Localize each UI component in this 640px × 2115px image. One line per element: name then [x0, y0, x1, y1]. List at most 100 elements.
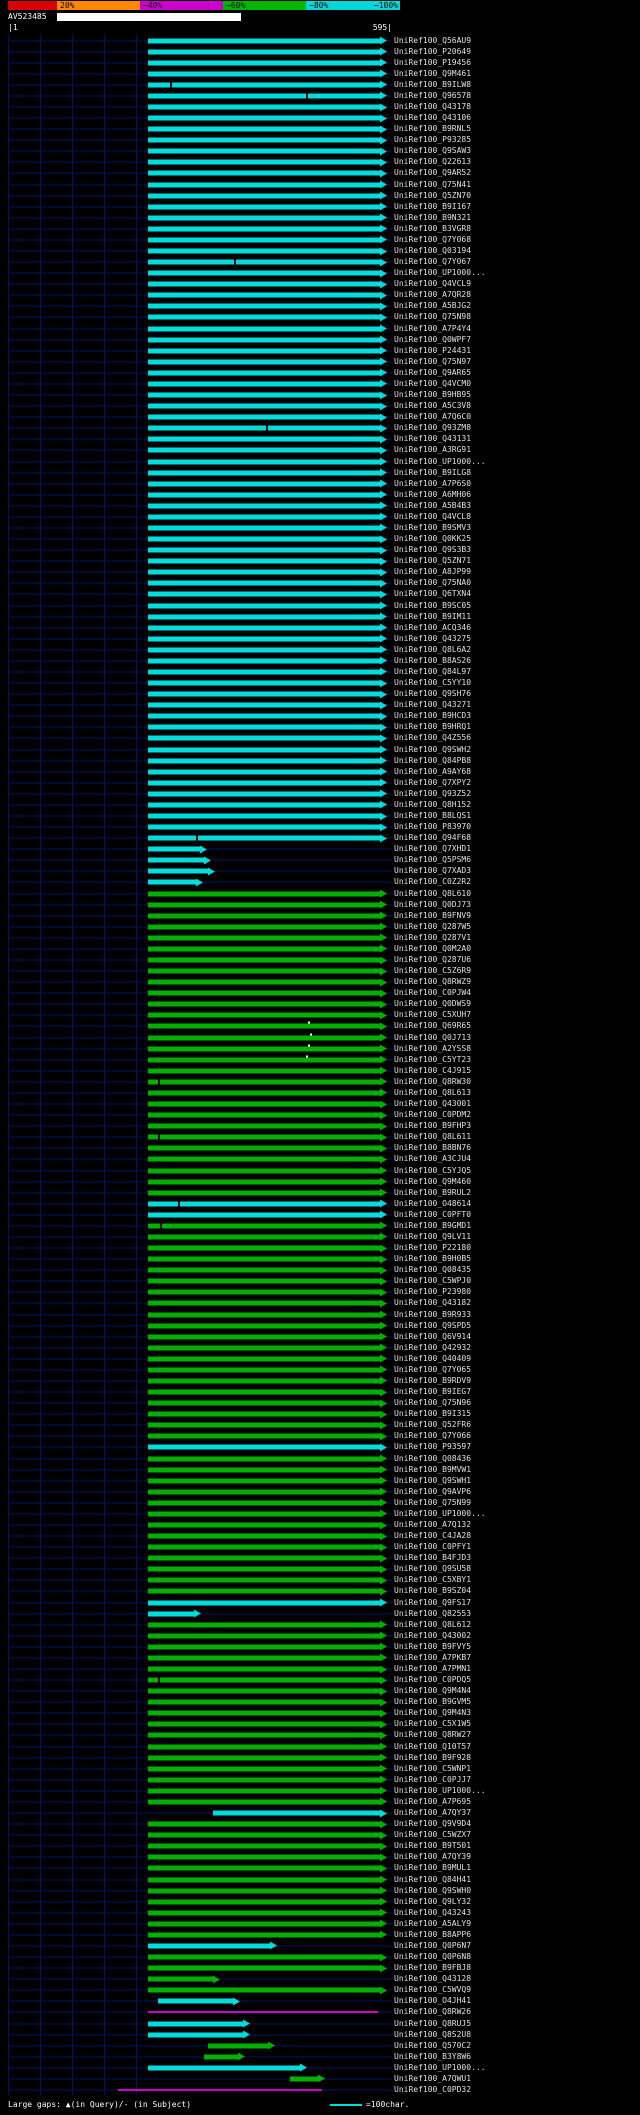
hit-bar[interactable] — [148, 1012, 380, 1018]
hit-label[interactable]: UniRef100_B9N321 — [394, 212, 472, 222]
hit-label[interactable]: UniRef100_Q56AU9 — [394, 35, 472, 45]
hit-bar[interactable] — [148, 868, 208, 874]
hit-label[interactable]: UniRef100_A7Q6C0 — [394, 412, 472, 422]
hit-label[interactable]: UniRef100_B8AS26 — [394, 655, 472, 665]
hit-label[interactable]: UniRef100_Q9SU58 — [394, 1564, 472, 1574]
hit-label[interactable]: UniRef100_Q7Y068 — [394, 234, 472, 244]
hit-bar[interactable] — [148, 1699, 380, 1705]
hit-bar[interactable] — [148, 337, 380, 343]
hit-bar[interactable] — [148, 1190, 380, 1196]
hit-label[interactable]: UniRef100_C5WNP1 — [394, 1763, 472, 1773]
hit-label[interactable]: UniRef100_Q9SH76 — [394, 689, 472, 699]
hit-bar[interactable] — [148, 204, 380, 210]
hit-label[interactable]: UniRef100_Q4VCL9 — [394, 279, 472, 289]
hit-bar[interactable] — [148, 1588, 380, 1594]
hit-bar[interactable] — [148, 1799, 380, 1805]
hit-bar[interactable] — [148, 1123, 380, 1129]
hit-bar[interactable] — [148, 1987, 380, 1993]
hit-label[interactable]: UniRef100_Q9AVP6 — [394, 1486, 472, 1496]
hit-label[interactable]: UniRef100_Q40409 — [394, 1353, 472, 1363]
hit-bar[interactable] — [148, 1666, 380, 1672]
hit-label[interactable]: UniRef100_Q0WPF7 — [394, 334, 472, 344]
hit-label[interactable]: UniRef100_Q6V914 — [394, 1331, 472, 1341]
hit-label[interactable]: UniRef100_C5WPJ0 — [394, 1276, 472, 1286]
hit-bar[interactable] — [148, 924, 380, 930]
hit-label[interactable]: UniRef100_B9FHP3 — [394, 1121, 472, 1131]
hit-bar[interactable] — [148, 1021, 380, 1029]
hit-bar[interactable] — [148, 1245, 380, 1251]
hit-bar[interactable] — [148, 92, 380, 100]
hit-label[interactable]: UniRef100_Q287U6 — [394, 955, 472, 965]
hit-label[interactable]: UniRef100_Q7Y067 — [394, 257, 472, 267]
hit-bar[interactable] — [148, 1644, 380, 1650]
hit-bar[interactable] — [148, 359, 380, 365]
hit-label[interactable]: UniRef100_Q570C2 — [394, 2040, 472, 2050]
hit-label[interactable]: UniRef100_Q9SWH2 — [394, 744, 472, 754]
hit-label[interactable]: UniRef100_A7Q132 — [394, 1520, 472, 1529]
hit-bar[interactable] — [148, 303, 380, 309]
hit-label[interactable]: UniRef100_Q08436 — [394, 1453, 472, 1463]
hit-bar[interactable] — [148, 691, 380, 697]
hit-label[interactable]: UniRef100_Q7Y066 — [394, 1431, 472, 1441]
hit-label[interactable]: UniRef100_ACQ346 — [394, 622, 472, 632]
hit-bar[interactable] — [148, 1112, 380, 1118]
hit-bar[interactable] — [148, 968, 380, 974]
hit-bar[interactable] — [148, 137, 380, 143]
hit-label[interactable]: UniRef100_Q4Z556 — [394, 733, 472, 743]
hit-bar[interactable] — [148, 813, 380, 819]
hit-bar[interactable] — [148, 126, 380, 132]
hit-bar[interactable] — [148, 1356, 380, 1362]
hit-bar[interactable] — [148, 747, 380, 753]
hit-label[interactable]: UniRef100_C5WZX7 — [394, 1830, 472, 1840]
hit-label[interactable]: UniRef100_B9T501 — [394, 1841, 472, 1851]
hit-label[interactable]: UniRef100_Q84PB8 — [394, 755, 472, 765]
hit-label[interactable]: UniRef100_Q43275 — [394, 633, 472, 643]
hit-bar[interactable] — [148, 1688, 380, 1694]
hit-label[interactable]: UniRef100_Q75N41 — [394, 179, 472, 189]
hit-bar[interactable] — [148, 1500, 380, 1506]
hit-bar[interactable] — [148, 1932, 380, 1938]
hit-bar[interactable] — [148, 492, 380, 498]
hit-bar[interactable] — [148, 248, 380, 254]
hit-bar[interactable] — [148, 935, 380, 941]
hit-label[interactable]: UniRef100_Q6TXN4 — [394, 589, 472, 599]
hit-label[interactable]: UniRef100_Q7XHD1 — [394, 844, 472, 854]
hit-label[interactable]: UniRef100_Q0J713 — [394, 1032, 472, 1042]
hit-label[interactable]: UniRef100_B9RUL2 — [394, 1187, 472, 1197]
hit-bar[interactable] — [148, 414, 380, 420]
hit-label[interactable]: UniRef100_B9FNV9 — [394, 910, 472, 920]
hit-bar[interactable] — [148, 1256, 380, 1262]
hit-label[interactable]: UniRef100_Q4VCM0 — [394, 378, 472, 388]
hit-label[interactable]: UniRef100_Q0DJ73 — [394, 899, 472, 909]
hit-bar[interactable] — [148, 1976, 213, 1982]
hit-label[interactable]: UniRef100_Q75N97 — [394, 356, 472, 366]
hit-bar[interactable] — [290, 2076, 318, 2082]
hit-bar[interactable] — [148, 1910, 380, 1916]
hit-bar[interactable] — [148, 1854, 380, 1860]
hit-label[interactable]: UniRef100_P20649 — [394, 46, 472, 56]
hit-label[interactable]: UniRef100_A7PMN1 — [394, 1664, 472, 1674]
hit-label[interactable]: UniRef100_A7P4Y4 — [394, 323, 472, 333]
hit-bar[interactable] — [148, 1533, 380, 1539]
hit-bar[interactable] — [148, 1921, 380, 1927]
hit-label[interactable]: UniRef100_A2YSS8 — [394, 1043, 472, 1053]
hit-label[interactable]: UniRef100_Q5ZN71 — [394, 556, 472, 566]
hit-label[interactable]: UniRef100_Q84L97 — [394, 666, 472, 676]
hit-label[interactable]: UniRef100_Q4VCL8 — [394, 511, 472, 521]
hit-label[interactable]: UniRef100_Q0KK25 — [394, 534, 472, 544]
hit-bar[interactable] — [148, 1300, 380, 1306]
hit-label[interactable]: UniRef100_B9IEG7 — [394, 1387, 472, 1397]
hit-label[interactable]: UniRef100_A8JP99 — [394, 567, 472, 577]
hit-label[interactable]: UniRef100_B9FVY5 — [394, 1641, 472, 1651]
hit-label[interactable]: UniRef100_Q287V1 — [394, 932, 472, 942]
hit-label[interactable]: UniRef100_Q5PSM6 — [394, 855, 472, 865]
hit-label[interactable]: UniRef100_B9HB95 — [394, 390, 472, 400]
hit-bar[interactable] — [148, 71, 380, 77]
hit-bar[interactable] — [148, 1200, 380, 1208]
hit-label[interactable]: UniRef100_A7P6S0 — [394, 478, 472, 488]
hit-bar[interactable] — [148, 1522, 380, 1528]
hit-bar[interactable] — [148, 580, 380, 586]
hit-bar[interactable] — [148, 159, 380, 165]
hit-bar[interactable] — [148, 1755, 380, 1761]
hit-bar[interactable] — [148, 459, 380, 464]
